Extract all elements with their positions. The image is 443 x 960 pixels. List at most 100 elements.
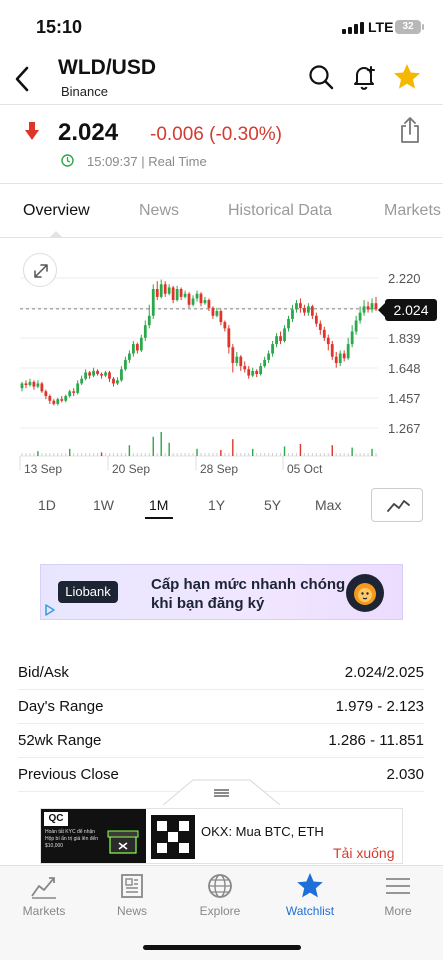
drawer-handle[interactable] [163, 779, 280, 805]
tab-news[interactable]: News [139, 202, 180, 219]
candle-body [283, 328, 286, 341]
ad-badge: QC [44, 812, 68, 826]
status-time: 15:10 [36, 17, 83, 37]
candle-body [124, 359, 127, 370]
candle-body [334, 356, 338, 363]
candle-body [127, 353, 131, 360]
candle-body [370, 303, 374, 310]
candle-body [299, 303, 302, 308]
ad-choices-icon[interactable] [43, 603, 57, 617]
candle-body [163, 284, 167, 294]
tabbar-watchlist[interactable]: Watchlist [266, 872, 354, 932]
price-down-arrow-icon [25, 122, 39, 140]
exchange-label: Binance [61, 84, 108, 99]
tabbar-label: Explore [199, 904, 241, 918]
candle-body [48, 396, 52, 401]
current-price-tag: 2.024 [378, 299, 437, 321]
candle-body [52, 400, 56, 404]
ad-brand: Liobank [58, 581, 118, 603]
candle-body [116, 380, 119, 384]
period-1y[interactable]: 1Y [208, 497, 226, 513]
period-1d[interactable]: 1D [38, 497, 56, 513]
candle-body [342, 353, 346, 359]
candle-body [199, 293, 203, 304]
candle-body [183, 293, 187, 297]
candle-body [255, 370, 259, 375]
candle-body [219, 311, 223, 323]
candle-body [143, 325, 147, 338]
candle-body [80, 378, 84, 384]
ad-image: QC Hoàn tất KYC để nhận Hộp bí ẩn trị gi… [41, 809, 146, 863]
candle-body [322, 329, 326, 338]
candle-body [104, 372, 107, 376]
candle-body [346, 344, 350, 359]
candle-body [40, 383, 44, 392]
line-chart-icon [387, 500, 410, 512]
period-1m[interactable]: 1M [149, 497, 169, 513]
search-icon[interactable] [306, 62, 336, 92]
tab-historical-data[interactable]: Historical Data [228, 202, 333, 219]
x-tick-label: 28 Sep [200, 462, 238, 476]
period-max[interactable]: Max [315, 497, 342, 513]
x-tick-label: 05 Oct [287, 462, 323, 476]
tabbar-more[interactable]: More [354, 872, 442, 932]
candle-body [223, 322, 227, 329]
home-indicator [143, 945, 301, 950]
watchlist-star-icon[interactable] [392, 62, 422, 92]
menu-icon [386, 878, 410, 894]
candle-body [56, 399, 60, 404]
tabbar-news[interactable]: News [88, 872, 176, 932]
candle-body [243, 366, 247, 370]
tabbar-markets[interactable]: Markets [0, 872, 88, 932]
y-tick-label: 1.267 [388, 421, 421, 436]
candle-body [239, 356, 243, 367]
stat-value: 1.286 - 11.851 [328, 732, 424, 749]
candle-body [92, 370, 95, 376]
markets-icon [31, 877, 56, 899]
stat-row-52wk-range: 52wk Range 1.286 - 11.851 [18, 724, 424, 758]
stat-label: Bid/Ask [18, 664, 69, 681]
candle-body [227, 328, 231, 348]
candle-body [179, 289, 183, 297]
candle-body [275, 336, 278, 345]
gift-box-icon [107, 830, 139, 854]
tabbar-explore[interactable]: Explore [176, 872, 264, 932]
ad-download-button[interactable]: Tải xuống [333, 845, 395, 861]
candle-body [326, 337, 330, 345]
candle-body [358, 312, 362, 321]
candle-body [267, 353, 271, 360]
ad-banner-liobank[interactable]: Liobank Cấp hạn mức nhanh chóng khi bạn … [40, 564, 403, 620]
status-bar: 15:10 LTE 32 [0, 0, 443, 50]
ad-banner-okx[interactable]: QC Hoàn tất KYC để nhận Hộp bí ẩn trị gi… [40, 808, 403, 864]
period-5y[interactable]: 5Y [264, 497, 282, 513]
candle-body [60, 399, 64, 401]
candle-body [310, 306, 314, 316]
quote-timestamp: 15:09:37 | Real Time [87, 154, 207, 169]
candle-body [306, 306, 310, 313]
add-alert-bell-icon[interactable] [349, 62, 379, 92]
expand-chart-button[interactable] [23, 253, 57, 287]
candle-body [96, 370, 99, 375]
bottom-tab-bar: Markets News Explore Watchlist [0, 865, 443, 960]
candle-body [72, 391, 76, 393]
candle-body [215, 311, 219, 316]
ad-lion-logo-icon [346, 574, 384, 612]
ad-title: OKX: Mua BTC, ETH [201, 824, 324, 839]
candle-body [247, 369, 251, 376]
candle-body [374, 303, 378, 309]
candle-body [24, 383, 28, 386]
candle-body [211, 307, 215, 316]
tabbar-label: More [384, 904, 412, 918]
tab-markets[interactable]: Markets [384, 202, 441, 219]
candle-body [287, 318, 290, 329]
period-1w[interactable]: 1W [93, 497, 114, 513]
chart-type-button[interactable] [371, 488, 423, 522]
battery-icon: 32 [395, 20, 424, 34]
share-icon[interactable] [398, 116, 422, 144]
tab-overview[interactable]: Overview [23, 202, 90, 219]
candle-body [318, 323, 322, 330]
candle-body [112, 378, 115, 384]
x-tick-label: 13 Sep [24, 462, 62, 476]
back-arrow-icon[interactable] [8, 62, 38, 96]
